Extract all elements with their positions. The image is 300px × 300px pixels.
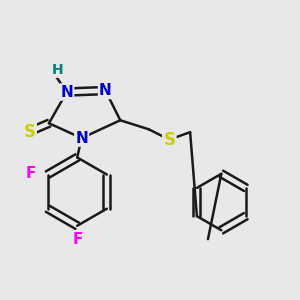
Text: N: N xyxy=(75,130,88,146)
Text: F: F xyxy=(73,232,83,247)
Text: N: N xyxy=(60,85,73,100)
Text: N: N xyxy=(99,83,112,98)
Text: H: H xyxy=(52,63,64,77)
Text: S: S xyxy=(24,123,36,141)
Text: S: S xyxy=(163,130,175,148)
Text: F: F xyxy=(26,166,36,181)
